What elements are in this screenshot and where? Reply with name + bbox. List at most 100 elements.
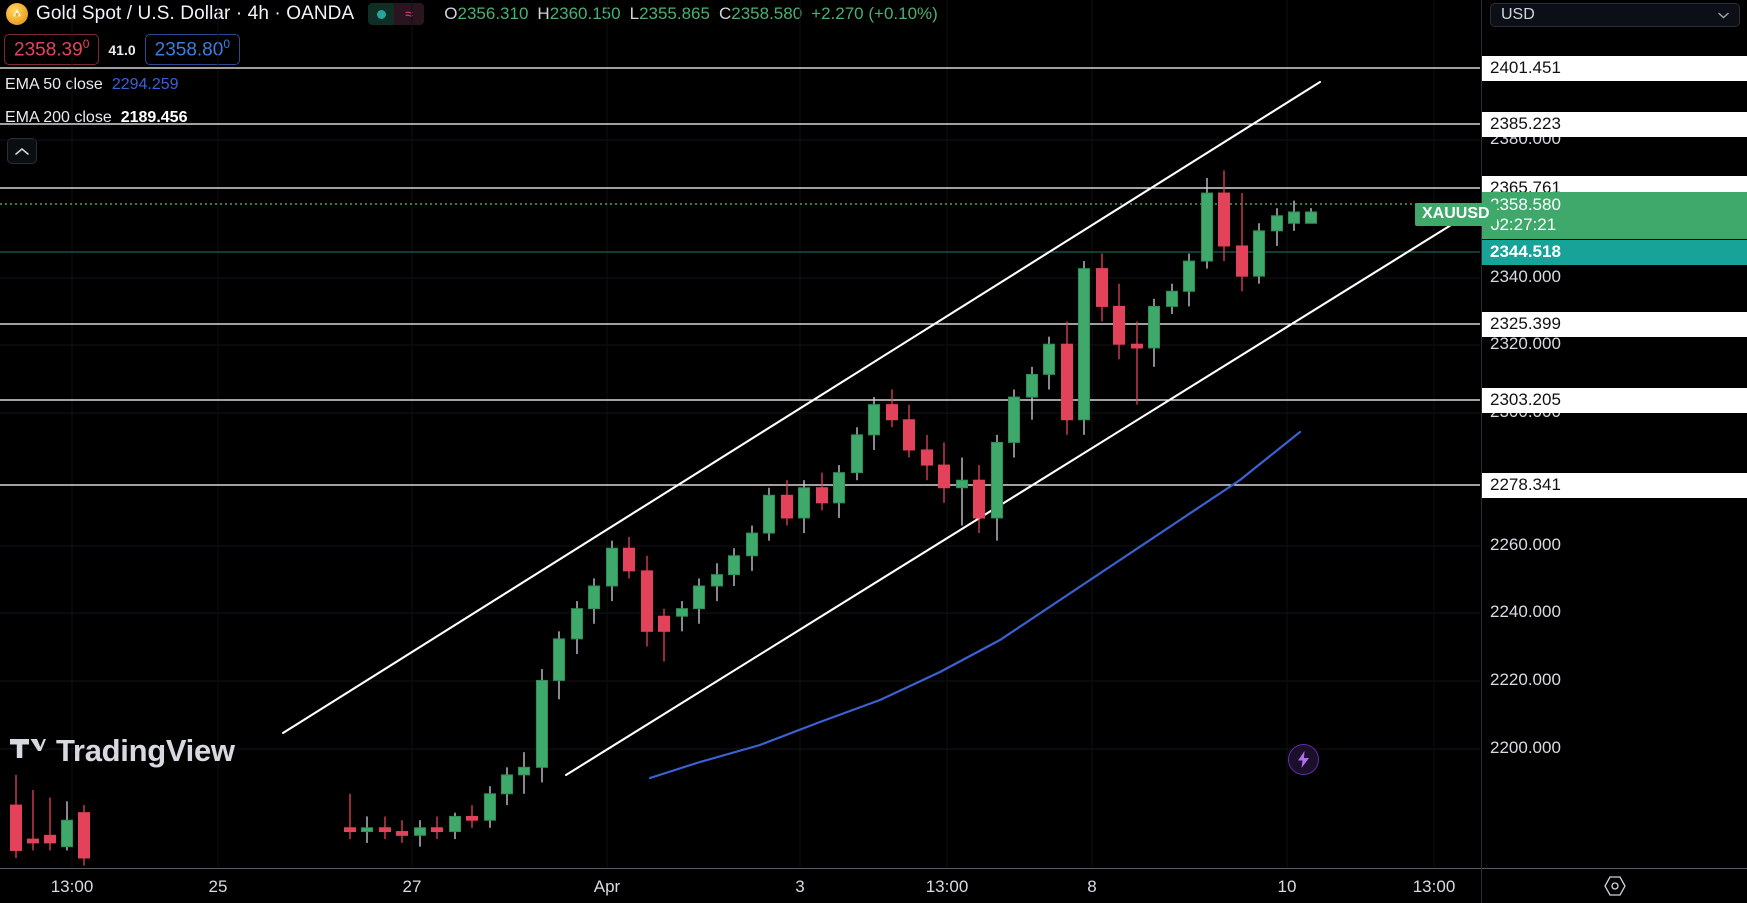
price-ray-label[interactable]: 2303.205 [1482, 388, 1747, 413]
candlestick [1043, 336, 1055, 390]
bid-price-button[interactable]: 2358.390 [4, 34, 100, 66]
chevron-down-icon [1718, 6, 1729, 24]
candlestick [1026, 366, 1038, 420]
lightning-bolt-icon[interactable] [1288, 744, 1319, 775]
time-axis-tick: 3 [795, 877, 805, 896]
candlestick [1218, 170, 1230, 262]
candle-body [1166, 290, 1178, 307]
chart-settings-icon[interactable] [1481, 868, 1747, 903]
candle-body [571, 608, 583, 640]
candlestick [1201, 177, 1213, 269]
candle-body [1026, 373, 1038, 398]
candle-body [1113, 305, 1125, 345]
ohlc-open-value: 2356.310 [457, 4, 529, 23]
candlestick [763, 487, 775, 541]
candle-body [746, 532, 758, 557]
ema50-line [648, 430, 1302, 780]
candle-body [501, 774, 513, 795]
candlestick [816, 472, 828, 511]
time-axis-tick: 8 [1087, 877, 1097, 896]
candle-body [676, 608, 688, 617]
indicator-legend-ema50[interactable]: EMA 50 close 2294.259 [5, 76, 179, 94]
candle-body [903, 419, 915, 451]
price-gridline-label: 2240.000 [1490, 602, 1561, 621]
time-axis-tick: Apr [593, 877, 621, 896]
market-open-dot-icon[interactable] [368, 3, 395, 25]
candlestick [466, 805, 478, 828]
candle-body [623, 547, 635, 572]
price-ray-label[interactable]: 2385.223 [1482, 112, 1747, 137]
candle-body [956, 479, 968, 489]
candlestick [781, 480, 793, 526]
candlestick [641, 555, 653, 647]
ask-price: 2358.80 [154, 39, 224, 61]
candlestick-chart[interactable] [0, 0, 1480, 868]
candlestick [1008, 389, 1020, 458]
ohlc-close-key: C [718, 4, 732, 23]
candlestick [484, 786, 496, 828]
ohlc-high-key: H [537, 4, 550, 23]
candlestick [571, 601, 583, 654]
symbol-title[interactable]: Gold Spot / U.S. Dollar · 4h · OANDA [36, 3, 355, 24]
candle-body [536, 679, 548, 768]
currency-selector[interactable]: USD [1490, 3, 1740, 27]
candlestick [1061, 321, 1073, 435]
candlestick [10, 774, 22, 858]
price-ray-label[interactable]: 2278.341 [1482, 473, 1747, 498]
ohlc-close-value: 2358.580 [731, 4, 803, 23]
candle-body [641, 570, 653, 632]
indicator-legend-ema200[interactable]: EMA 200 close 2189.456 [5, 109, 187, 127]
time-axis-tick: 27 [402, 877, 422, 896]
candlestick [1148, 298, 1160, 367]
time-axis[interactable]: 13:00 25 27 Apr 3 13:00 8 10 13:00 [0, 868, 1747, 903]
candlestick [501, 767, 513, 806]
candlestick [728, 548, 740, 586]
approx-wave-icon[interactable]: ≈ [394, 3, 425, 25]
time-axis-tick: 25 [208, 877, 228, 896]
price-ray-label[interactable]: 2401.451 [1482, 56, 1747, 81]
ask-price-fraction: 0 [223, 37, 230, 51]
chart-pane[interactable] [0, 0, 1480, 868]
candlestick [27, 789, 39, 851]
candlestick [414, 820, 426, 847]
ema-price-label[interactable]: 2344.518 [1482, 240, 1747, 265]
chevron-up-icon[interactable] [7, 138, 37, 164]
upper-trendline[interactable] [281, 80, 1322, 735]
ask-price-button[interactable]: 2358.800 [144, 34, 240, 66]
candle-body [938, 464, 950, 489]
candlestick [1096, 253, 1108, 322]
candlestick [1078, 261, 1090, 435]
candlestick [344, 793, 356, 840]
candlestick [956, 457, 968, 526]
candle-body [1131, 343, 1143, 349]
candle-body [1148, 305, 1160, 349]
price-ray-label[interactable]: 2325.399 [1482, 312, 1747, 337]
candle-body [658, 615, 670, 632]
candlestick [1166, 283, 1178, 314]
candle-body [484, 793, 496, 821]
candle-body [379, 827, 391, 833]
candlestick [711, 563, 723, 602]
symbol-tag: XAUUSD [1415, 203, 1497, 226]
ohlc-low-value: 2355.865 [639, 4, 710, 23]
candle-body [1183, 260, 1195, 292]
candlestick [431, 816, 443, 840]
last-price-value: 2358.580 [1490, 195, 1561, 214]
candle-body [10, 804, 22, 851]
lower-trendline[interactable] [564, 205, 1480, 777]
last-price-label[interactable]: 2358.580 02:27:21 [1482, 192, 1747, 240]
candlestick [991, 434, 1003, 541]
time-axis-tick: 13:00 [1412, 877, 1456, 896]
candle-body [868, 404, 880, 436]
candlestick [536, 669, 548, 783]
candle-body [991, 441, 1003, 519]
candlestick [868, 397, 880, 450]
price-gridline-label: 2260.000 [1490, 535, 1561, 554]
candlestick [903, 404, 915, 458]
price-gridline-label: 2340.000 [1490, 267, 1561, 286]
currency-label: USD [1501, 6, 1535, 23]
candle-body [431, 827, 443, 833]
price-axis[interactable]: USD 2380.0002340.0002320.0002300.0002260… [1481, 0, 1747, 868]
candlestick [1131, 321, 1143, 405]
ohlc-values: O2356.310 H2360.150 L2355.865 C2358.580 +2.2… [444, 4, 938, 24]
